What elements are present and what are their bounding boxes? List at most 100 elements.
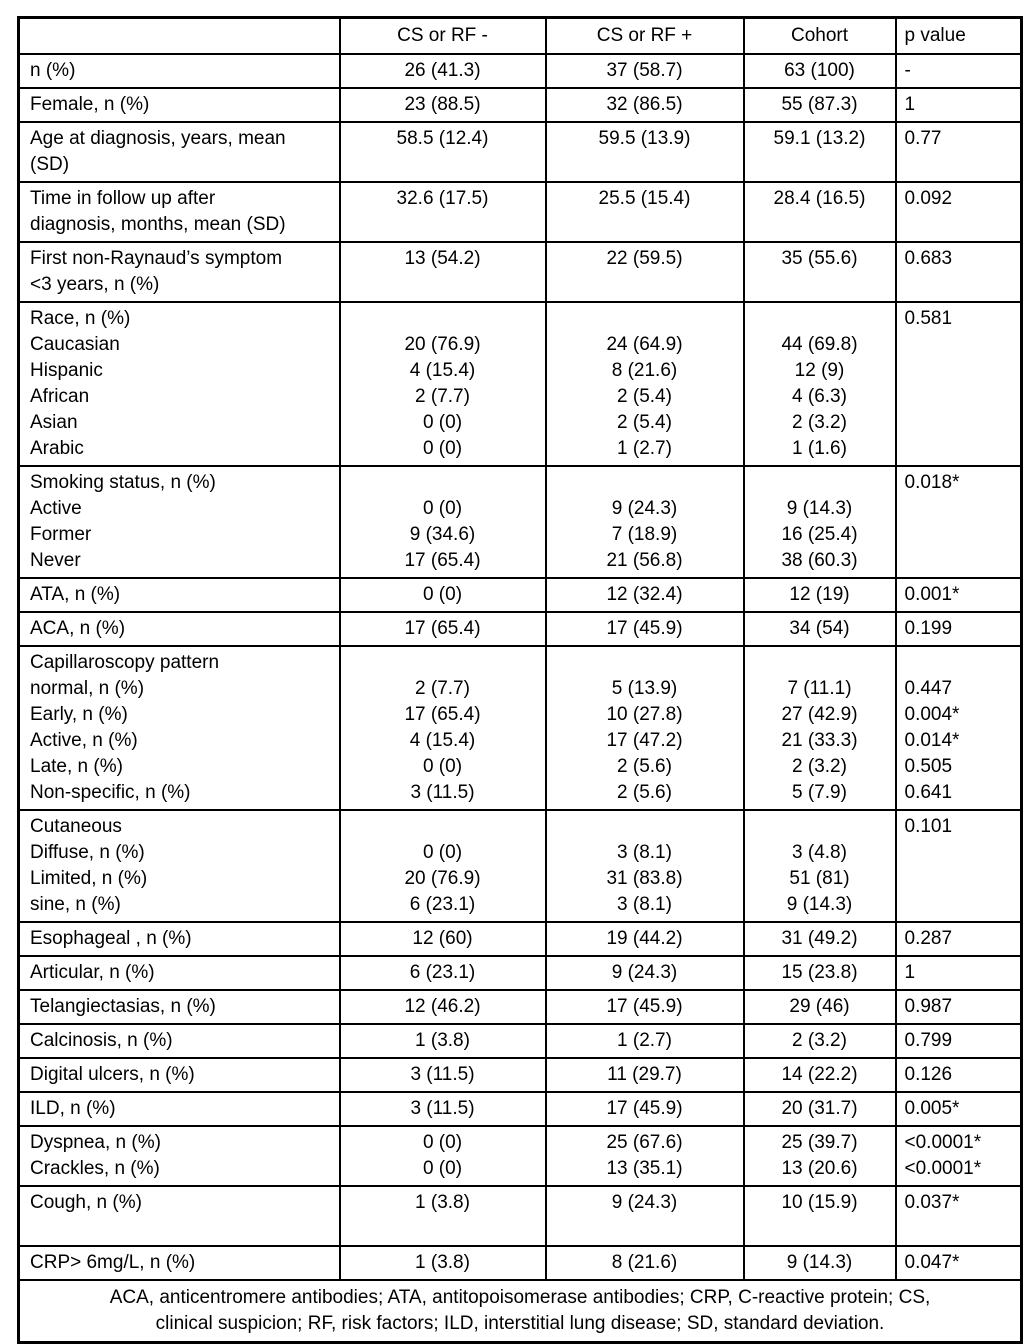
cell-cohort: 9 (14.3) 16 (25.4) 38 (60.3) [742,465,897,579]
value-line: 24 (64.9) [606,334,683,355]
row-label-line: Former [30,524,92,545]
value-line: 2 (3.2) [792,756,847,777]
value-line: 13 (35.1) [606,1158,683,1179]
value-line: 37 (58.7) [606,60,683,81]
cell-cs-rf-positive: 24 (64.9) 8 (21.6) 2 (5.4) 2 (5.4) 1 (2.7) [544,301,745,467]
cell-p-value: 0.987 [894,989,1023,1025]
cell-label: Cough, n (%) [17,1185,341,1247]
footnote-row: ACA, anticentromere antibodies; ATA, ant… [17,1279,1023,1344]
table-row: ATA, n (%) 0 (0) 12 (32.4) 12 (19) 0.001* [17,577,1023,613]
table-row: Cough, n (%) 1 (3.8) 9 (24.3) 10 (15.9) 0.0… [17,1185,1023,1247]
cell-cohort: 35 (55.6) [742,241,897,303]
value-line [753,470,887,496]
cell-p-value: 0.683 [894,241,1023,303]
value-line: 11 (29.7) [607,1064,682,1085]
value-line: 1 [904,94,916,115]
value-line [349,306,537,332]
cell-label: Telangiectasias, n (%) [17,989,341,1025]
value-line: 0.683 [904,248,953,269]
cell-cs-rf-positive: 17 (45.9) [544,989,745,1025]
cell-cs-rf-negative: 2 (7.7) 17 (65.4) 4 (15.4) 0 (0) 3 (11.5) [338,645,547,811]
value-line: 0.037* [904,1192,960,1213]
value-line: 51 (81) [789,868,850,889]
row-label-line: Active [30,498,82,519]
value-line: 1 (3.8) [415,1252,470,1273]
row-label-line [30,1216,331,1242]
value-line: 0.505 [904,756,953,777]
row-label-line: Esophageal , n (%) [30,928,192,949]
value-line: 25 (67.6) [606,1132,683,1153]
value-line [349,814,537,840]
cell-p-value: 1 [894,955,1023,991]
row-label-line: Asian [30,412,78,433]
value-line: 35 (55.6) [781,248,858,269]
row-label-line: <3 years, n (%) [30,274,160,295]
cell-label: Time in follow up after diagnosis, months… [17,181,341,243]
cell-p-value: 0.047* [894,1245,1023,1281]
row-label-line: Smoking status, n (%) [30,472,216,493]
value-line: 3 (11.5) [410,782,475,803]
column-header: p value [894,16,1023,55]
value-line: 8 (21.6) [611,1252,678,1273]
table-row: Esophageal , n (%) 12 (60) 19 (44.2) 31 (49… [17,921,1023,957]
value-line: 0 (0) [422,498,463,519]
cell-cs-rf-positive: 1 (2.7) [544,1023,745,1059]
value-line: 0.101 [904,816,953,837]
value-line: 1 (1.6) [792,438,847,459]
patient-characteristics-table: CS or RF - CS or RF + Cohort p value n (%) 2… [17,16,1023,1344]
cell-cs-rf-negative: 58.5 (12.4) [338,121,547,183]
value-line: 1 [904,962,916,983]
value-line: 2 (3.2) [792,412,847,433]
value-line: 9 (14.3) [786,1252,853,1273]
value-line: 20 (76.9) [404,868,481,889]
table-row: Articular, n (%) 6 (23.1) 9 (24.3) 15 (23.8… [17,955,1023,991]
table-body: n (%) 26 (41.3) 37 (58.7) 63 (100) - Female, … [17,53,1023,1281]
value-line: 0.799 [904,1030,953,1051]
value-line [753,306,887,332]
row-label-line: normal, n (%) [30,678,145,699]
row-label-line: Digital ulcers, n (%) [30,1064,195,1085]
row-label-line: (SD) [30,154,70,175]
cell-label: Cutaneous Diffuse, n (%) Limited, n (%) sin… [17,809,341,923]
value-line: 0.092 [904,188,953,209]
value-line: 10 (15.9) [781,1192,858,1213]
cell-cs-rf-negative: 12 (60) [338,921,547,957]
row-label-line: Race, n (%) [30,308,131,329]
table-row: First non-Raynaud’s symptom <3 years, n (… [17,241,1023,303]
cell-cs-rf-positive: 9 (24.3) 7 (18.9) 21 (56.8) [544,465,745,579]
value-line: 1 (2.7) [617,1030,672,1051]
value-line: 17 (45.9) [606,996,683,1017]
cell-cs-rf-negative: 32.6 (17.5) [338,181,547,243]
value-line: 4 (6.3) [792,386,847,407]
value-line: 0 (0) [422,438,463,459]
cell-cohort: 28.4 (16.5) [742,181,897,243]
row-label-line: Diffuse, n (%) [30,842,145,863]
value-line: 8 (21.6) [611,360,678,381]
row-label-line: Cough, n (%) [30,1192,142,1213]
value-line: 12 (60) [412,928,473,949]
value-line [905,650,1013,676]
cell-label: First non-Raynaud’s symptom <3 years, n (… [17,241,341,303]
cell-label: n (%) [17,53,341,89]
abbreviations-footnote: ACA, anticentromere antibodies; ATA, ant… [17,1279,1023,1344]
cell-cohort: 12 (19) [742,577,897,613]
cell-cs-rf-positive: 12 (32.4) [544,577,745,613]
value-line: <0.0001* [904,1158,982,1179]
value-line: 9 (14.3) [786,498,853,519]
value-line: 0.581 [904,308,953,329]
cell-p-value: 0.018* [894,465,1023,579]
value-line: 29 (46) [789,996,850,1017]
cell-label: ATA, n (%) [17,577,341,613]
cell-cs-rf-negative: 0 (0) 0 (0) [338,1125,547,1187]
cell-cohort: 44 (69.8) 12 (9) 4 (6.3) 2 (3.2) 1 (1.6) [742,301,897,467]
row-label-line: Early, n (%) [30,704,128,725]
value-line: 12 (46.2) [404,996,481,1017]
value-line: 0.987 [904,996,953,1017]
row-label-line: Age at diagnosis, years, mean [30,128,286,149]
value-line: 13 (54.2) [404,248,481,269]
value-line: 7 (11.1) [787,678,852,699]
row-label-line: Telangiectasias, n (%) [30,996,216,1017]
value-line: 6 (23.1) [409,962,476,983]
value-line: 0 (0) [422,1132,463,1153]
table-row: Time in follow up after diagnosis, months… [17,181,1023,243]
